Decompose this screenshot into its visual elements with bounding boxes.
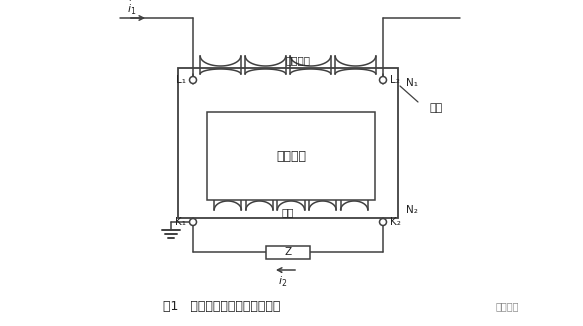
Text: $\dot{i}_1$: $\dot{i}_1$ (127, 0, 137, 17)
Circle shape (189, 218, 196, 226)
Text: K₁: K₁ (175, 217, 187, 227)
Bar (266, 246, 310, 259)
Text: K₂: K₂ (389, 217, 401, 227)
Text: 一次绕组: 一次绕组 (286, 55, 311, 65)
Circle shape (189, 77, 196, 83)
Text: N₁: N₁ (406, 78, 418, 88)
Text: 铁心: 铁心 (429, 103, 442, 113)
Text: N₂: N₂ (406, 205, 418, 215)
Text: 图1   普通电流互感器结构原理图: 图1 普通电流互感器结构原理图 (163, 300, 280, 313)
Text: Z: Z (285, 247, 292, 257)
Circle shape (380, 77, 387, 83)
Bar (178, 68, 398, 218)
Text: L₁: L₁ (176, 75, 186, 85)
Text: L₂: L₂ (390, 75, 400, 85)
Text: $\dot{i}_2$: $\dot{i}_2$ (278, 272, 287, 289)
Text: 二次绕组: 二次绕组 (276, 150, 306, 162)
Bar (207, 112, 375, 200)
Text: 电工之家: 电工之家 (496, 301, 519, 311)
Circle shape (380, 218, 387, 226)
Text: 负荷: 负荷 (282, 207, 294, 217)
